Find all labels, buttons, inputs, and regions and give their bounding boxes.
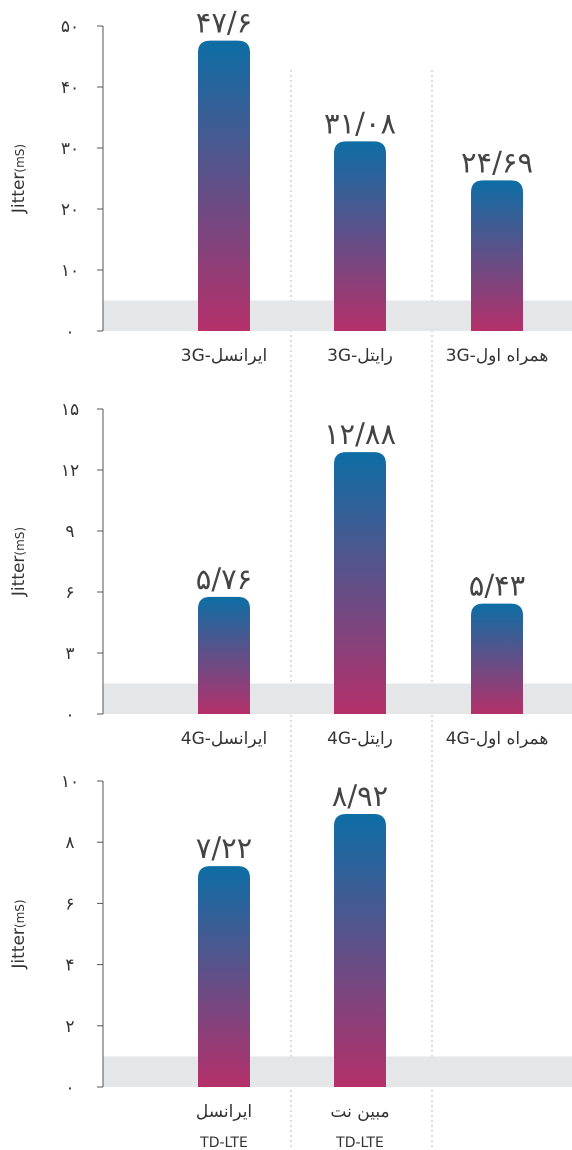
category-label-1: 4G-ایرانسل [181, 729, 267, 749]
y-axis-title: Jitter(mS) [9, 144, 29, 214]
bar-2 [334, 814, 386, 1087]
y-axis-label: Jitter [9, 556, 29, 598]
y-tick-label-1: ۰ [65, 705, 74, 725]
y-tick-label-3: ۴ [65, 956, 74, 976]
y-tick-label-2: ۲ [65, 1017, 74, 1037]
y-tick-label-4: ۳۰ [61, 139, 79, 159]
category-label-2: مبین نت [330, 1102, 389, 1122]
value-label-2: ۳۱/۰۸ [324, 106, 396, 140]
value-label-3: ۵/۴۳ [469, 569, 526, 603]
y-tick-label-5: ۱۲ [61, 461, 79, 481]
value-label-2: ۸/۹۲ [332, 779, 389, 813]
y-tick-label-4: ۹ [65, 522, 74, 542]
bar-2 [334, 141, 386, 331]
chart-1: ۴۷/۶ ۳۱/۰۸ ۲۴/۶۹ ۰ ۱۰ ۲۰ ۳۰ ۴۰ ۵۰ Jitter(mS) 3G-ای… [9, 6, 572, 366]
y-axis-title: Jitter(mS) [9, 899, 29, 969]
category-sublabel-1: TD-LTE [199, 1135, 248, 1150]
category-label-3: 4G-همراه اول [446, 729, 549, 749]
y-tick-label-5: ۴۰ [61, 78, 79, 98]
y-axis-unit: (mS) [13, 144, 27, 173]
bar-1 [198, 40, 250, 331]
category-label-2: 3G-رایتل [327, 346, 393, 366]
chart-2: ۵/۷۶ ۱۲/۸۸ ۵/۴۳ ۰ ۳ ۶ ۹ ۱۲ ۱۵ Jitter(mS) 4G-ایرانس… [9, 400, 572, 749]
category-label-2: 4G-رایتل [327, 729, 393, 749]
y-tick-label-5: ۸ [65, 833, 74, 853]
category-sublabel-2: TD-LTE [335, 1135, 384, 1150]
y-tick-label-2: ۳ [65, 644, 74, 664]
value-label-2: ۱۲/۸۸ [324, 417, 396, 451]
category-label-1: ایرانسل [196, 1102, 252, 1122]
y-tick-label-4: ۶ [65, 894, 74, 914]
bar-3 [471, 180, 523, 331]
y-axis-unit: (mS) [13, 899, 27, 928]
y-axis-unit: (mS) [13, 527, 27, 556]
y-tick-label-1: ۰ [65, 1078, 74, 1098]
y-tick-label-3: ۲۰ [61, 200, 79, 220]
y-axis-label: Jitter [9, 173, 29, 215]
value-label-1: ۷/۲۲ [196, 831, 253, 865]
y-tick-label-6: ۵۰ [61, 17, 79, 37]
value-label-3: ۲۴/۶۹ [461, 145, 533, 179]
bar-1 [198, 866, 250, 1087]
value-label-1: ۵/۷۶ [196, 562, 253, 596]
category-label-3: 3G-همراه اول [446, 346, 549, 366]
y-tick-label-6: ۱۵ [61, 400, 79, 420]
chart-3: ۷/۲۲ ۸/۹۲ ۰ ۲ ۴ ۶ ۸ ۱۰ Jitter(mS) ایرانسل TD-LTE مب… [9, 772, 572, 1150]
y-axis-title: Jitter(mS) [9, 527, 29, 597]
y-tick-label-1: ۰ [65, 322, 74, 342]
category-label-1: 3G-ایرانسل [181, 346, 267, 366]
value-label-1: ۴۷/۶ [196, 6, 253, 40]
bar-2 [334, 452, 386, 714]
y-tick-label-2: ۱۰ [61, 261, 79, 281]
y-tick-label-6: ۱۰ [61, 772, 79, 792]
y-axis-label: Jitter [9, 928, 29, 970]
y-tick-label-3: ۶ [65, 583, 74, 603]
bar-3 [471, 603, 523, 714]
bar-1 [198, 596, 250, 714]
